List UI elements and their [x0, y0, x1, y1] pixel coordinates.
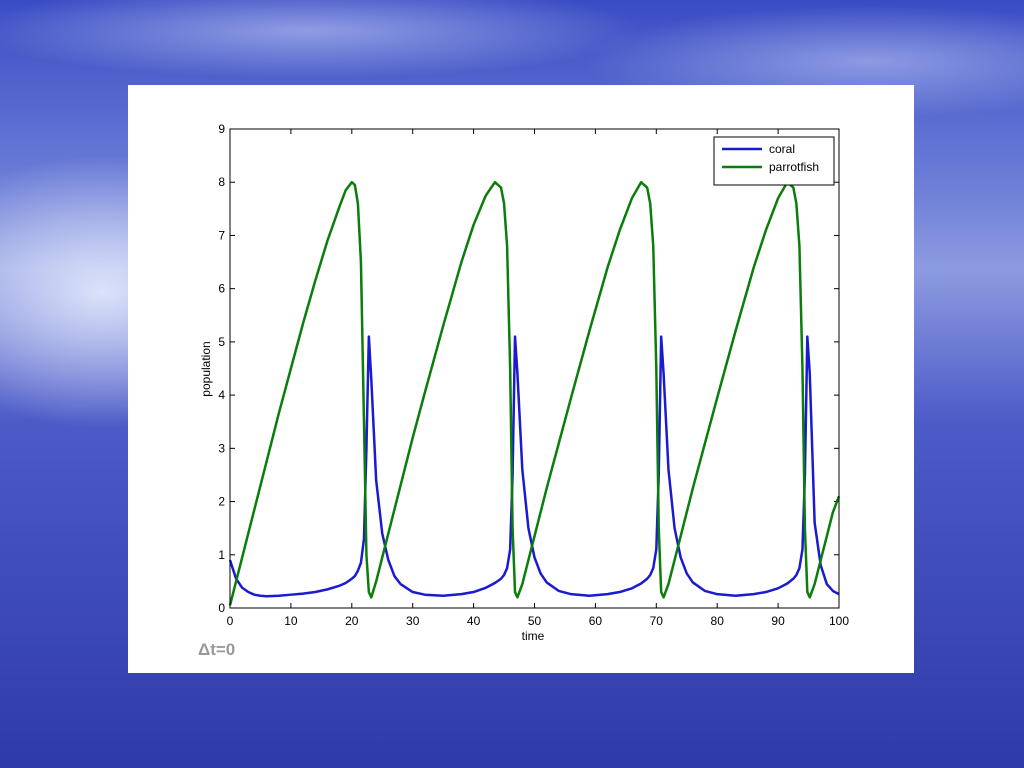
series-line [228, 180, 841, 606]
x-tick-label: 100 [829, 614, 849, 628]
legend-label: parrotfish [769, 160, 819, 174]
x-tick-label: 60 [589, 614, 603, 628]
x-tick-label: 40 [467, 614, 481, 628]
x-tick-label: 80 [711, 614, 725, 628]
x-tick-label: 30 [406, 614, 420, 628]
x-tick-label: 90 [771, 614, 785, 628]
legend-label: coral [769, 142, 795, 156]
y-tick-label: 3 [218, 441, 225, 455]
annotation: Δt=0 [198, 640, 235, 659]
legend-box [713, 136, 835, 186]
y-tick-label: 6 [218, 282, 225, 296]
x-tick-label: 10 [284, 614, 298, 628]
y-tick-label: 0 [218, 601, 225, 615]
y-tick-label: 8 [218, 175, 225, 189]
x-tick-label: 70 [650, 614, 664, 628]
y-axis-label: population [199, 341, 213, 396]
y-tick-label: 4 [218, 388, 225, 402]
x-tick-label: 50 [528, 614, 542, 628]
y-tick-label: 9 [218, 122, 225, 136]
series-line [228, 335, 840, 598]
x-axis-label: time [522, 629, 545, 643]
x-tick-label: 20 [345, 614, 359, 628]
y-tick-label: 1 [218, 548, 225, 562]
y-tick-label: 5 [218, 335, 225, 349]
y-tick-label: 2 [218, 495, 225, 509]
x-tick-label: 0 [227, 614, 234, 628]
y-tick-label: 7 [218, 228, 225, 242]
plot-frame [229, 128, 840, 609]
